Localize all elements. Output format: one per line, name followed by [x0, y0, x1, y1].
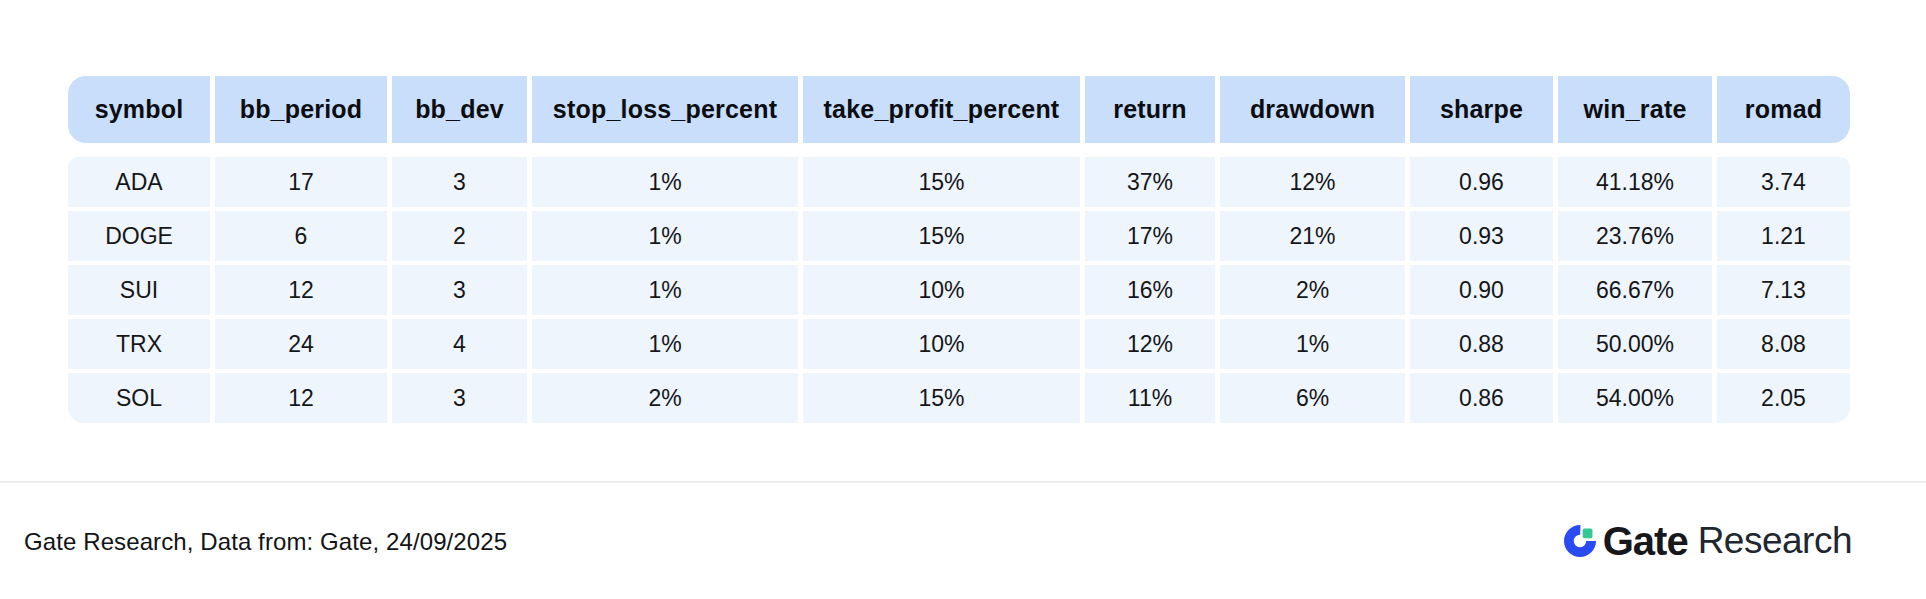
- table-cell: 1%: [532, 319, 798, 369]
- table-cell: SOL: [68, 373, 210, 423]
- table-cell: 37%: [1085, 157, 1215, 207]
- header-cell-win_rate: win_rate: [1558, 76, 1712, 143]
- table-cell: SUI: [68, 265, 210, 315]
- table-cell: 1.21: [1717, 211, 1850, 261]
- table-cell: 2%: [1220, 265, 1405, 315]
- table-cell: 2.05: [1717, 373, 1850, 423]
- table-cell: 50.00%: [1558, 319, 1712, 369]
- source-note: Gate Research, Data from: Gate, 24/09/20…: [24, 528, 507, 556]
- header-cell-drawdown: drawdown: [1220, 76, 1405, 143]
- table-cell: 17: [215, 157, 387, 207]
- table-cell: 10%: [803, 319, 1080, 369]
- table-cell: 0.93: [1410, 211, 1553, 261]
- table-cell: 1%: [532, 211, 798, 261]
- footer-divider: [0, 481, 1926, 483]
- table-header-row: symbolbb_periodbb_devstop_loss_percentta…: [68, 76, 1850, 143]
- table-cell: 6: [215, 211, 387, 261]
- table-cell: 4: [392, 319, 527, 369]
- table-cell: ADA: [68, 157, 210, 207]
- table-cell: 15%: [803, 157, 1080, 207]
- table-cell: 15%: [803, 373, 1080, 423]
- table-cell: 0.90: [1410, 265, 1553, 315]
- table-body: ADA1731%15%37%12%0.9641.18%3.74DOGE621%1…: [68, 157, 1850, 423]
- table-cell: 0.96: [1410, 157, 1553, 207]
- table-cell: 15%: [803, 211, 1080, 261]
- table-cell: 1%: [1220, 319, 1405, 369]
- header-cell-sharpe: sharpe: [1410, 76, 1553, 143]
- logo-brand-text: Gate: [1603, 519, 1688, 564]
- table-cell: 3: [392, 265, 527, 315]
- table-cell: 0.88: [1410, 319, 1553, 369]
- table-cell: TRX: [68, 319, 210, 369]
- header-cell-bb_dev: bb_dev: [392, 76, 527, 143]
- table-cell: 12%: [1085, 319, 1215, 369]
- table-cell: 3: [392, 157, 527, 207]
- header-cell-bb_period: bb_period: [215, 76, 387, 143]
- header-cell-return: return: [1085, 76, 1215, 143]
- table-cell: 54.00%: [1558, 373, 1712, 423]
- table-cell: 6%: [1220, 373, 1405, 423]
- table-cell: 12: [215, 265, 387, 315]
- gate-research-logo: Gate Research: [1564, 518, 1852, 564]
- table-cell: 3.74: [1717, 157, 1850, 207]
- logo-suffix-text: Research: [1698, 520, 1852, 562]
- table-cell: 1%: [532, 265, 798, 315]
- header-cell-take_profit_percent: take_profit_percent: [803, 76, 1080, 143]
- table-cell: 12: [215, 373, 387, 423]
- backtest-results-table: symbolbb_periodbb_devstop_loss_percentta…: [68, 76, 1850, 423]
- header-cell-stop_loss_percent: stop_loss_percent: [532, 76, 798, 143]
- table-cell: 8.08: [1717, 319, 1850, 369]
- table-cell: 7.13: [1717, 265, 1850, 315]
- table-cell: 23.76%: [1558, 211, 1712, 261]
- page: symbolbb_periodbb_devstop_loss_percentta…: [0, 0, 1926, 599]
- table-cell: DOGE: [68, 211, 210, 261]
- table-cell: 24: [215, 319, 387, 369]
- table-cell: 1%: [532, 157, 798, 207]
- table-cell: 66.67%: [1558, 265, 1712, 315]
- table-cell: 2%: [532, 373, 798, 423]
- header-cell-symbol: symbol: [68, 76, 210, 143]
- table-cell: 17%: [1085, 211, 1215, 261]
- table-cell: 3: [392, 373, 527, 423]
- table-cell: 10%: [803, 265, 1080, 315]
- table-cell: 12%: [1220, 157, 1405, 207]
- table-cell: 41.18%: [1558, 157, 1712, 207]
- table-cell: 2: [392, 211, 527, 261]
- table-cell: 16%: [1085, 265, 1215, 315]
- table-cell: 21%: [1220, 211, 1405, 261]
- gate-logo-icon: [1564, 525, 1596, 557]
- table-cell: 0.86: [1410, 373, 1553, 423]
- table-cell: 11%: [1085, 373, 1215, 423]
- header-cell-romad: romad: [1717, 76, 1850, 143]
